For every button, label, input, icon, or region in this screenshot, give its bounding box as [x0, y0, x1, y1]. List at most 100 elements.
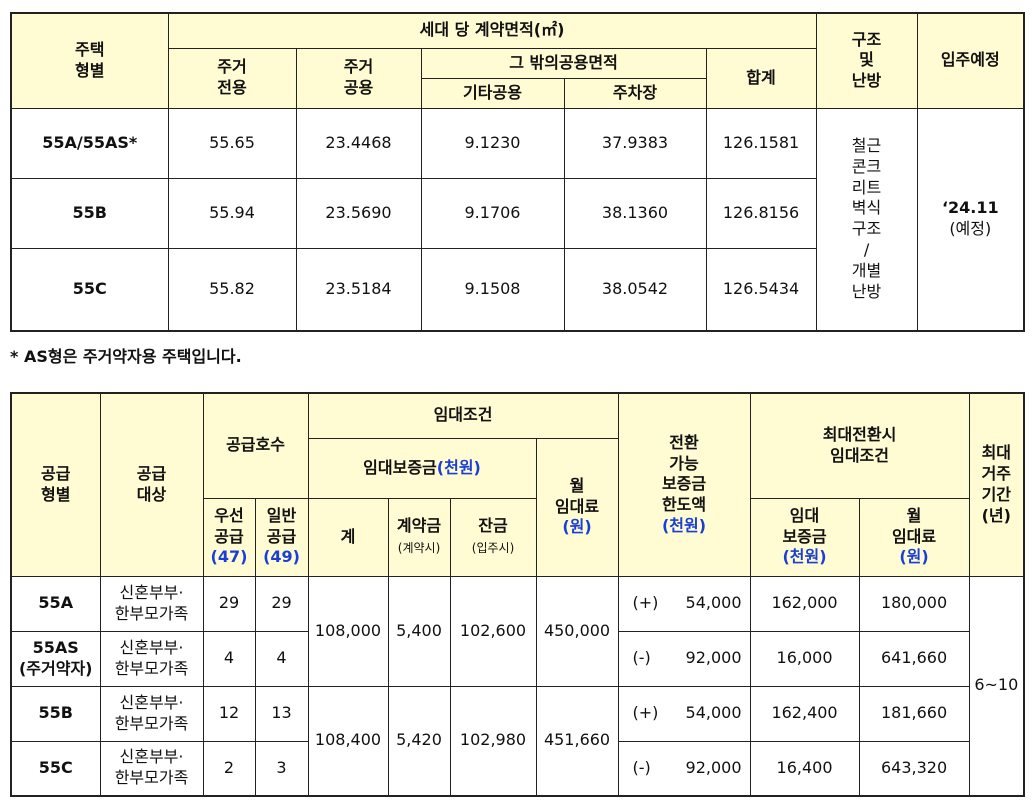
conversion-amount: 92,000	[685, 648, 742, 668]
header: 주거 전용	[167, 47, 297, 109]
cell: 5,400	[387, 575, 451, 687]
unit: (년)	[981, 505, 1011, 525]
header-text: 월 임대료	[891, 505, 937, 546]
cell: 162,400	[749, 685, 860, 742]
note: * AS형은 주거약자용 주택입니다.	[10, 347, 242, 366]
header-text: 계약금	[396, 516, 442, 536]
cell: 126.5434	[705, 247, 817, 332]
row: 55B 55.94 23.5690 9.1706 38.1360 126.8156	[10, 177, 1024, 249]
conversion: (+) 54,000	[619, 703, 750, 724]
conversion: (+) 54,000	[619, 593, 750, 614]
cell: 2	[202, 740, 256, 797]
cell: 9.1706	[420, 177, 565, 249]
conversion-amount: 92,000	[685, 757, 742, 777]
cell: 신혼부부· 한부모가족	[99, 740, 204, 797]
row: 55B 신혼부부· 한부모가족 12 13 108,400 5,420 102,980 451…	[10, 685, 1024, 797]
unit: (계약시)	[397, 541, 441, 555]
cell: (+) 54,000	[617, 685, 751, 742]
unit: (47)	[210, 547, 248, 567]
header-text: 최대 거주 기간	[981, 443, 1012, 504]
cell: (-) 92,000	[617, 740, 751, 797]
header-text: 임대보증금	[363, 457, 437, 477]
cell: 23.5690	[295, 177, 422, 249]
conversion-sign: (-)	[632, 757, 651, 777]
cell: 643,320	[858, 740, 970, 797]
cell: 13	[254, 685, 309, 742]
header: 월 임대료 (원)	[858, 497, 970, 577]
header: 주거 공용	[295, 47, 422, 109]
unit: (원)	[899, 547, 929, 567]
cell: 55A/55AS*	[10, 107, 169, 179]
cell: 3	[254, 740, 309, 797]
cell: 55C	[10, 740, 101, 797]
cell: 55C	[10, 247, 169, 332]
cell: 4	[202, 630, 256, 687]
unit: (입주시)	[471, 541, 515, 555]
cell: 4	[254, 630, 309, 687]
cell: 9.1230	[420, 107, 565, 179]
unit: (천원)	[782, 547, 827, 567]
cell: 신혼부부· 한부모가족	[99, 630, 204, 687]
header: 임대조건	[307, 392, 619, 439]
cell: 38.1360	[563, 177, 707, 249]
header: 우선 공급 (47)	[202, 497, 256, 577]
cell: 55A	[10, 575, 101, 632]
cell: 9.1508	[420, 247, 565, 332]
cell: 108,400	[307, 685, 389, 797]
header-text: 잔금	[478, 516, 508, 536]
header: 일반 공급 (49)	[254, 497, 309, 577]
header: 월 임대료 (원)	[535, 437, 619, 577]
header: 주차장	[563, 77, 707, 109]
header: 공급호수	[202, 392, 309, 499]
cell: 16,000	[749, 630, 860, 687]
cell: 55.82	[167, 247, 297, 332]
unit: (원)	[562, 517, 592, 537]
cell: 55.94	[167, 177, 297, 249]
header: 기타공용	[420, 77, 565, 109]
cell: 55B	[10, 177, 169, 249]
header-text: 우선 공급	[214, 505, 244, 546]
header: 최대 거주 기간 (년)	[968, 392, 1025, 577]
cell: 16,400	[749, 740, 860, 797]
header: 공급 대상	[99, 392, 204, 577]
header-text: 임대 보증금	[782, 505, 827, 546]
cell: 철근 콘크 리트 벽식 구조 / 개별 난방	[815, 107, 918, 332]
unit: (천원)	[436, 457, 481, 477]
cell: 451,660	[535, 685, 619, 797]
conversion-amount: 54,000	[685, 703, 742, 723]
row: 55C 55.82 23.5184 9.1508 38.0542 126.5434	[10, 247, 1024, 332]
lease-table: 공급 형별 공급 대상 공급호수 임대조건 전환 가능 보증금 한도액 (천원) …	[10, 392, 1026, 797]
cell: (-) 92,000	[617, 630, 751, 687]
table-body: 55A 신혼부부· 한부모가족 29 29 108,000 5,400 102,600 450…	[10, 575, 1025, 797]
header: 전환 가능 보증금 한도액 (천원)	[617, 392, 751, 577]
cell: 108,000	[307, 575, 389, 687]
cell: 55.65	[167, 107, 297, 179]
conversion: (-) 92,000	[619, 758, 750, 779]
header: 잔금 (입주시)	[449, 497, 537, 577]
cell: 180,000	[858, 575, 970, 632]
conversion: (-) 92,000	[619, 648, 750, 669]
cell: 126.1581	[705, 107, 817, 179]
conversion-sign: (-)	[632, 648, 651, 668]
cell: 55B	[10, 685, 101, 742]
header: 공급 형별	[10, 392, 101, 577]
header: 계	[307, 497, 389, 577]
cell: 29	[202, 575, 256, 632]
header: 입주예정	[916, 12, 1025, 109]
cell: 181,660	[858, 685, 970, 742]
row: 55A/55AS* 55.65 23.4468 9.1230 37.9383 126.15…	[10, 107, 1025, 332]
row: 55A 신혼부부· 한부모가족 29 29 108,000 5,400 102,600 450…	[10, 575, 1025, 797]
unit: (49)	[263, 547, 300, 567]
cell: 신혼부부· 한부모가족	[99, 575, 204, 632]
row: 55C 신혼부부· 한부모가족 2 3 (-) 92,000 16,400 643,320	[10, 740, 1024, 797]
cell: 55AS (주거약자)	[10, 630, 101, 687]
cell: 12	[202, 685, 256, 742]
cell: 450,000	[535, 575, 619, 687]
conversion-sign: (+)	[632, 593, 659, 613]
cell: 38.0542	[563, 247, 707, 332]
cell: 37.9383	[563, 107, 707, 179]
table-body: 55A/55AS* 55.65 23.4468 9.1230 37.9383 126.15…	[10, 107, 1025, 332]
cell: (+) 54,000	[617, 575, 751, 632]
header-text: 전환 가능 보증금 한도액	[661, 432, 707, 515]
